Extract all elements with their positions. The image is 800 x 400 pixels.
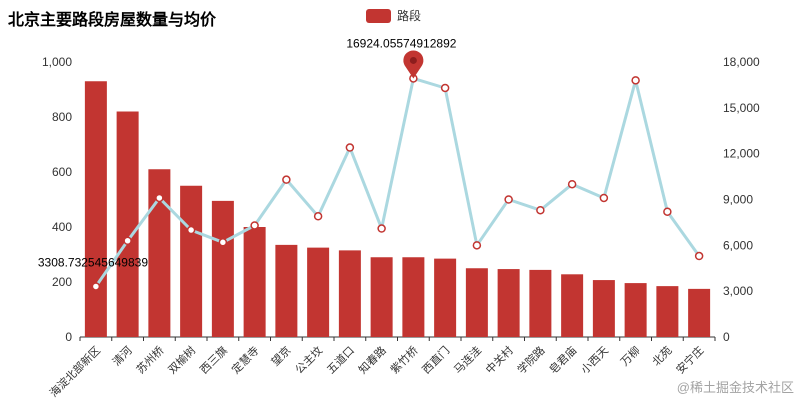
line-point[interactable] — [91, 282, 101, 291]
x-axis-category-label: 西直门 — [419, 343, 452, 376]
bar[interactable] — [529, 269, 552, 337]
watermark: @稀土掘金技术社区 — [676, 380, 794, 395]
bar[interactable] — [370, 257, 393, 337]
max-pin-icon[interactable] — [403, 50, 424, 79]
right-axis-tick-label: 0 — [723, 330, 730, 344]
left-axis-tick-label: 600 — [52, 165, 72, 179]
line-point[interactable] — [631, 76, 640, 85]
x-axis-category-label: 皂君庙 — [546, 343, 579, 376]
x-axis-category-label: 马连洼 — [451, 343, 484, 376]
x-axis-category-label: 万柳 — [617, 343, 642, 368]
line-point[interactable] — [186, 225, 196, 235]
line-point[interactable] — [440, 83, 450, 93]
legend-item-luduan[interactable]: 路段 — [366, 7, 421, 24]
bar[interactable] — [243, 227, 266, 337]
line-point[interactable] — [567, 179, 577, 189]
bar[interactable] — [180, 185, 203, 337]
price-line — [94, 76, 701, 288]
left-axis-tick-label: 800 — [52, 110, 72, 124]
chart-title: 北京主要路段房屋数量与均价 — [8, 12, 217, 29]
line-point[interactable] — [377, 224, 386, 233]
x-axis-category-label: 紫竹桥 — [387, 343, 420, 376]
x-axis-category-label: 中关村 — [483, 343, 516, 376]
line-point[interactable] — [123, 236, 132, 245]
bar[interactable] — [275, 244, 298, 337]
line-point[interactable] — [250, 221, 259, 230]
bar[interactable] — [624, 283, 647, 337]
bar[interactable] — [338, 250, 361, 337]
legend-swatch — [366, 8, 391, 23]
legend-label: 路段 — [397, 9, 422, 23]
x-axis-category-label: 学院路 — [514, 343, 547, 376]
left-axis-tick-label: 200 — [52, 275, 72, 289]
right-axis-tick-label: 3,000 — [723, 284, 753, 298]
x-axis-category-label: 小西天 — [578, 344, 611, 377]
bar[interactable] — [402, 257, 425, 337]
line-point[interactable] — [345, 143, 355, 152]
bar[interactable] — [211, 200, 234, 337]
x-axis-category-label: 清河 — [110, 344, 135, 369]
bar[interactable] — [148, 169, 171, 337]
x-axis-category-label: 双榆树 — [165, 343, 198, 376]
left-axis-tick-label: 1,000 — [42, 55, 72, 69]
bar[interactable] — [434, 258, 457, 337]
x-axis-category-label: 定慧寺 — [229, 343, 262, 376]
line-point[interactable] — [694, 251, 704, 261]
x-axis-category-label: 安宁庄 — [673, 343, 706, 376]
bar[interactable] — [497, 269, 520, 337]
min-value-label: 3308.732545649839 — [38, 255, 148, 269]
right-axis-tick-label: 12,000 — [723, 147, 760, 161]
line-point[interactable] — [599, 193, 609, 203]
line-point[interactable] — [313, 212, 323, 221]
line-point[interactable] — [218, 238, 228, 247]
x-axis-category-label: 五道口 — [324, 343, 357, 376]
x-axis-category-label: 公主坟 — [292, 343, 325, 376]
bar[interactable] — [116, 111, 139, 338]
line-point[interactable] — [472, 241, 482, 250]
bar[interactable] — [688, 288, 711, 337]
x-axis-category-label: 望京 — [268, 343, 293, 368]
bar[interactable] — [656, 286, 679, 337]
x-axis-category-label: 北苑 — [650, 344, 675, 369]
left-axis-tick-label: 400 — [52, 220, 72, 234]
x-axis-category-label: 海淀北部新区 — [46, 343, 103, 400]
line-point[interactable] — [282, 175, 291, 184]
right-axis-tick-label: 9,000 — [723, 193, 753, 207]
right-axis-tick-label: 15,000 — [723, 101, 760, 115]
line-point[interactable] — [536, 205, 545, 215]
max-value-label: 16924.05574912892 — [346, 36, 456, 50]
bar[interactable] — [465, 268, 488, 337]
x-axis-category-label: 西三旗 — [197, 343, 230, 376]
line-point[interactable] — [663, 207, 672, 216]
bar[interactable] — [84, 81, 107, 337]
right-axis-tick-label: 6,000 — [723, 238, 753, 252]
bar[interactable] — [307, 247, 330, 337]
x-axis-category-label: 苏州桥 — [134, 344, 167, 377]
max-pin-dot — [409, 56, 417, 64]
bar[interactable] — [561, 274, 584, 337]
left-axis-tick-label: 0 — [65, 330, 72, 344]
right-axis-tick-label: 18,000 — [723, 55, 760, 69]
line-point[interactable] — [504, 195, 513, 204]
x-axis-category-label: 知春路 — [356, 343, 389, 376]
bar[interactable] — [592, 280, 615, 337]
line-point[interactable] — [155, 193, 164, 203]
